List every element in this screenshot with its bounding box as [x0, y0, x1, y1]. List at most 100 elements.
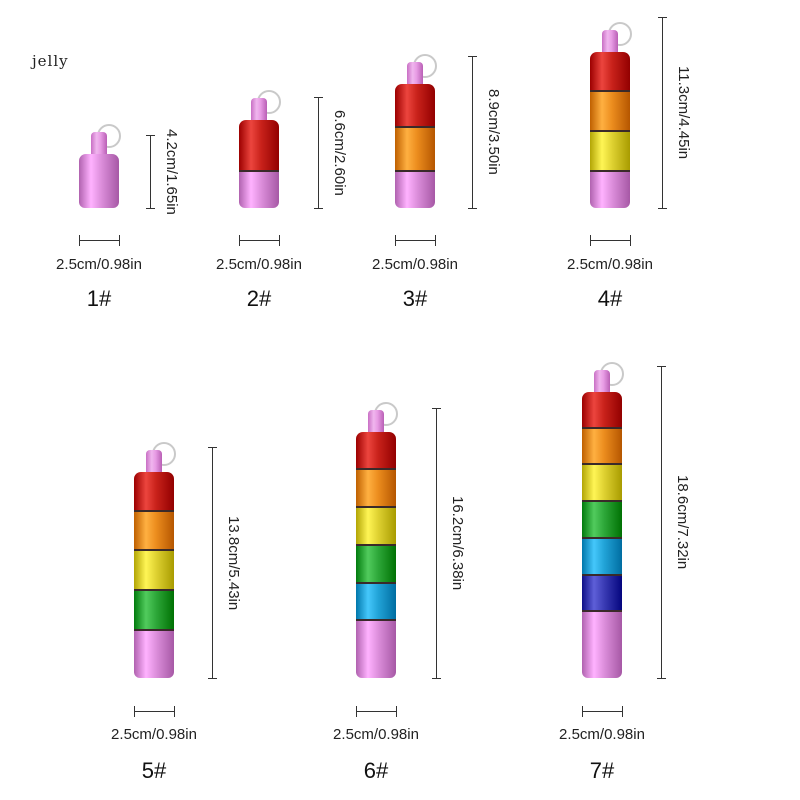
dimension-cap [432, 678, 441, 679]
product-number: 3# [402, 286, 428, 311]
height-label: 8.9cm/3.50in [485, 89, 502, 175]
height-dimension-line [436, 408, 437, 678]
height-label: 6.6cm/2.60in [331, 109, 348, 196]
tube-segment-red [239, 120, 279, 172]
dimension-cap [208, 447, 217, 448]
tube-segment-green [356, 545, 396, 584]
dimension-cap [208, 678, 217, 679]
tube-segment-pink [582, 612, 622, 678]
width-dimension-line [590, 240, 630, 241]
dimension-cap [658, 17, 667, 18]
dimension-cap [657, 366, 666, 367]
tube-segment-red [356, 432, 396, 470]
tube-segment-red [582, 392, 622, 429]
tube-segment-red [134, 472, 174, 512]
tube-segment-green [582, 502, 622, 539]
tube-segment-red [395, 84, 435, 128]
dimension-cap [590, 235, 591, 246]
height-label: 11.3cm/4.45in [675, 66, 692, 160]
tube-segment-cyan [582, 538, 622, 576]
dimension-cap [239, 235, 240, 246]
tube-segment-red [590, 52, 630, 92]
tube-segment-orange [134, 511, 174, 552]
tube-segment-pink [79, 154, 119, 208]
dimension-cap [395, 235, 396, 246]
height-label: 4.2cm/1.65in [163, 128, 180, 215]
dimension-cap [435, 235, 436, 246]
tube-cap [407, 62, 423, 86]
capsule-tube [239, 120, 279, 208]
tube-segment-yellow [590, 132, 630, 172]
tube-segment-cyan [356, 583, 396, 622]
height-label: 16.2cm/6.38in [449, 496, 466, 591]
tube-segment-orange [356, 469, 396, 508]
width-label: 2.5cm/0.98in [216, 256, 302, 273]
dimension-cap [314, 208, 323, 209]
dimension-cap [146, 135, 155, 136]
tube-segment-yellow [582, 465, 622, 503]
dimension-cap [79, 235, 80, 246]
tube-cap [91, 132, 107, 156]
dimension-cap [657, 678, 666, 679]
width-label: 2.5cm/0.98in [56, 256, 142, 273]
tube-segment-orange [582, 428, 622, 466]
height-dimension-line [472, 56, 473, 208]
tube-segment-blue [582, 575, 622, 613]
tube-segment-yellow [134, 551, 174, 591]
capsule-tube [582, 392, 622, 678]
tube-segment-pink [239, 172, 279, 208]
tube-segment-orange [395, 128, 435, 172]
width-dimension-line [134, 711, 174, 712]
height-label: 13.8cm/5.43in [225, 515, 242, 610]
tube-cap [146, 450, 162, 474]
width-label: 2.5cm/0.98in [567, 256, 653, 273]
height-dimension-line [150, 135, 151, 208]
tube-segment-green [134, 590, 174, 631]
capsule-tube [134, 472, 174, 678]
dimension-cap [396, 706, 397, 717]
height-dimension-line [661, 366, 662, 678]
product-number: 6# [363, 758, 389, 783]
tube-segment-pink [356, 621, 396, 678]
dimension-cap [622, 706, 623, 717]
dimension-cap [468, 56, 477, 57]
height-label: 18.6cm/7.32in [674, 475, 691, 570]
tube-segment-yellow [356, 507, 396, 546]
tube-segment-pink [590, 172, 630, 208]
width-dimension-line [395, 240, 435, 241]
product-number: 1# [86, 286, 112, 311]
brand-watermark: jelly [32, 52, 69, 70]
product-number: 7# [589, 758, 615, 783]
dimension-cap [119, 235, 120, 246]
capsule-tube [79, 154, 119, 208]
width-label: 2.5cm/0.98in [559, 726, 645, 743]
dimension-cap [658, 208, 667, 209]
width-label: 2.5cm/0.98in [111, 726, 197, 743]
tube-cap [594, 370, 610, 394]
product-number: 5# [141, 758, 167, 783]
capsule-tube [395, 84, 435, 208]
product-number: 4# [597, 286, 623, 311]
height-dimension-line [318, 97, 319, 208]
capsule-tube [356, 432, 396, 678]
capsule-tube [590, 52, 630, 208]
width-dimension-line [356, 711, 396, 712]
width-dimension-line [239, 240, 279, 241]
tube-segment-pink [134, 630, 174, 678]
tube-segment-orange [590, 92, 630, 132]
width-label: 2.5cm/0.98in [372, 256, 458, 273]
height-dimension-line [212, 447, 213, 678]
width-label: 2.5cm/0.98in [333, 726, 419, 743]
dimension-cap [174, 706, 175, 717]
tube-segment-pink [395, 172, 435, 208]
dimension-cap [432, 408, 441, 409]
width-dimension-line [79, 240, 119, 241]
dimension-cap [356, 706, 357, 717]
dimension-cap [630, 235, 631, 246]
width-dimension-line [582, 711, 622, 712]
dimension-cap [582, 706, 583, 717]
product-number: 2# [246, 286, 272, 311]
dimension-cap [134, 706, 135, 717]
tube-cap [602, 30, 618, 54]
dimension-cap [468, 208, 477, 209]
